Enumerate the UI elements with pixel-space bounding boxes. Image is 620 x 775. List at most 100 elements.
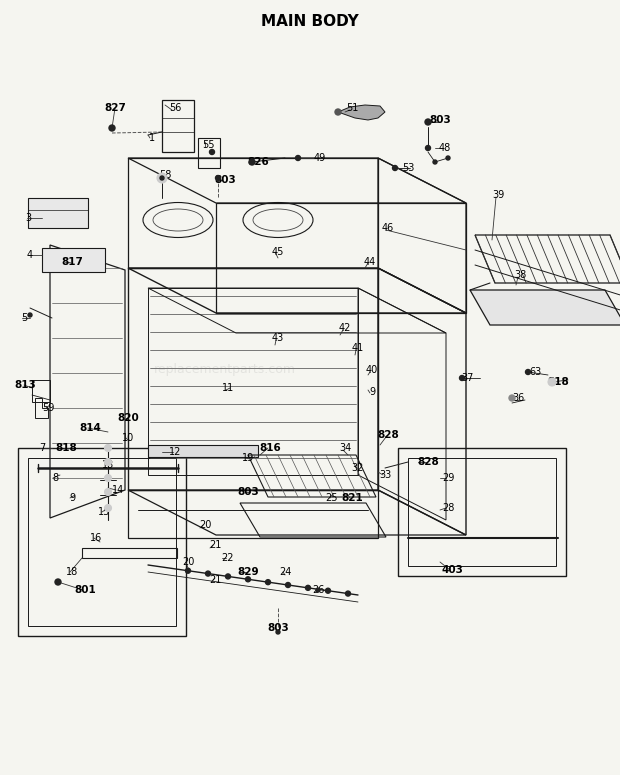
Circle shape: [55, 579, 61, 585]
Text: 40: 40: [366, 365, 378, 375]
Text: 8: 8: [52, 473, 58, 483]
Text: 15: 15: [98, 507, 110, 517]
Text: 55: 55: [202, 140, 215, 150]
Text: 820: 820: [117, 413, 139, 423]
Bar: [198, 138, 220, 168]
Text: 38: 38: [514, 270, 526, 280]
Circle shape: [185, 568, 190, 573]
Text: 821: 821: [341, 493, 363, 503]
Text: 53: 53: [402, 163, 414, 173]
Circle shape: [105, 488, 112, 495]
Text: 13: 13: [102, 460, 114, 470]
Text: MAIN BODY: MAIN BODY: [261, 15, 359, 29]
Text: 20: 20: [182, 557, 194, 567]
Text: 46: 46: [382, 223, 394, 233]
Circle shape: [160, 176, 164, 180]
Text: 803: 803: [237, 487, 259, 497]
Polygon shape: [42, 248, 105, 272]
Text: 818: 818: [55, 443, 77, 453]
Text: 818: 818: [547, 377, 569, 387]
Text: 58: 58: [159, 170, 171, 180]
Circle shape: [265, 580, 270, 584]
Text: 827: 827: [104, 103, 126, 113]
Text: 48: 48: [439, 143, 451, 153]
Text: 12: 12: [169, 447, 181, 457]
Circle shape: [446, 156, 450, 160]
Text: 22: 22: [222, 553, 234, 563]
Bar: [398, 448, 566, 576]
Circle shape: [335, 109, 341, 115]
Bar: [82, 548, 177, 558]
Circle shape: [296, 156, 301, 160]
Text: 44: 44: [364, 257, 376, 267]
Text: 43: 43: [272, 333, 284, 343]
Circle shape: [433, 160, 437, 164]
Text: 45: 45: [272, 247, 284, 257]
Text: 19: 19: [242, 453, 254, 463]
Circle shape: [105, 474, 112, 481]
Bar: [32, 380, 50, 402]
Circle shape: [109, 125, 115, 131]
Circle shape: [345, 591, 350, 596]
Circle shape: [326, 588, 330, 593]
Text: 63: 63: [529, 367, 541, 377]
Bar: [148, 445, 258, 457]
Circle shape: [548, 378, 556, 386]
Text: 42: 42: [339, 323, 351, 333]
Circle shape: [306, 585, 311, 591]
Text: replacementparts.com: replacementparts.com: [154, 363, 296, 377]
Circle shape: [28, 313, 32, 317]
Polygon shape: [338, 105, 385, 120]
Text: 803: 803: [267, 623, 289, 633]
Text: 37: 37: [462, 373, 474, 383]
Bar: [408, 458, 556, 566]
Circle shape: [210, 150, 215, 154]
Text: 7: 7: [39, 443, 45, 453]
Text: 803: 803: [429, 115, 451, 125]
Text: 39: 39: [492, 190, 504, 200]
Text: 1: 1: [149, 133, 155, 143]
Text: 34: 34: [339, 443, 351, 453]
Circle shape: [459, 376, 464, 381]
Circle shape: [105, 445, 112, 452]
Circle shape: [526, 370, 531, 374]
Circle shape: [216, 175, 221, 181]
Text: 32: 32: [352, 463, 364, 473]
Bar: [28, 458, 176, 626]
Circle shape: [105, 459, 112, 466]
Text: 24: 24: [279, 567, 291, 577]
Text: 14: 14: [112, 485, 124, 495]
Text: 3: 3: [25, 213, 31, 223]
Circle shape: [157, 173, 167, 183]
Circle shape: [246, 577, 250, 582]
Text: 49: 49: [314, 153, 326, 163]
Text: 4: 4: [27, 250, 33, 260]
Text: 9: 9: [369, 387, 375, 397]
Circle shape: [392, 166, 397, 170]
Circle shape: [509, 395, 515, 401]
Text: 801: 801: [74, 585, 96, 595]
Text: 826: 826: [247, 157, 269, 167]
Text: 56: 56: [169, 103, 181, 113]
Circle shape: [285, 583, 291, 587]
Text: 817: 817: [61, 257, 83, 267]
Text: 403: 403: [441, 565, 463, 575]
Polygon shape: [470, 290, 620, 325]
Text: 11: 11: [222, 383, 234, 393]
Text: 25: 25: [326, 493, 339, 503]
Text: 813: 813: [14, 380, 36, 390]
Text: 803: 803: [214, 175, 236, 185]
Circle shape: [425, 146, 430, 150]
Text: 18: 18: [66, 567, 78, 577]
Text: 828: 828: [417, 457, 439, 467]
Text: 21: 21: [209, 575, 221, 585]
Text: 29: 29: [442, 473, 454, 483]
Text: 9: 9: [69, 493, 75, 503]
Polygon shape: [28, 198, 88, 228]
Circle shape: [425, 119, 431, 125]
Bar: [128, 490, 378, 538]
Text: 33: 33: [379, 470, 391, 480]
Text: 16: 16: [90, 533, 102, 543]
Text: 816: 816: [259, 443, 281, 453]
Circle shape: [226, 574, 231, 579]
